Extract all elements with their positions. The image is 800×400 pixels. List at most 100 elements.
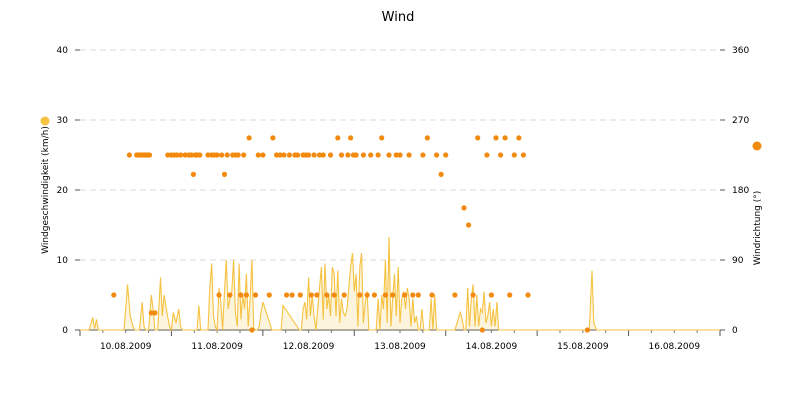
wind-direction-point: [390, 292, 396, 298]
wind-direction-point: [443, 152, 449, 158]
wind-direction-point: [516, 135, 522, 141]
wind-direction-point: [306, 152, 312, 158]
y-left-axis-title: Windgeschwindigkeit (km/h): [41, 126, 51, 254]
x-tick-label: 11.08.2009: [191, 342, 243, 352]
wind-direction-point: [255, 152, 261, 158]
wind-direction-point: [375, 152, 381, 158]
wind-direction-point: [498, 152, 504, 158]
x-tick-label: 15.08.2009: [557, 342, 609, 352]
wind-direction-point: [520, 152, 527, 158]
wind-direction-point: [205, 152, 211, 158]
x-tick-label: 14.08.2009: [466, 342, 518, 352]
axes: [75, 49, 725, 336]
wind-direction-point: [470, 292, 476, 298]
wind-direction-point: [368, 152, 374, 158]
x-tick-label: 12.08.2009: [283, 342, 335, 352]
wind-direction-point: [311, 152, 317, 158]
wind-direction-point: [484, 152, 490, 158]
wind-direction-point: [341, 292, 347, 298]
wind-direction-point: [111, 292, 117, 298]
wind-direction-point: [249, 327, 255, 333]
y-right-tick-label: 270: [732, 116, 749, 126]
wind-direction-point: [493, 135, 499, 141]
wind-direction-point: [281, 152, 287, 158]
y-right-tick-label: 180: [732, 186, 749, 196]
wind-direction-point: [452, 292, 458, 298]
wind-direction-point: [327, 152, 334, 158]
wind-direction-point: [360, 152, 366, 158]
wind-direction-point: [308, 292, 314, 298]
wind-direction-point: [270, 135, 276, 141]
wind-direction-point: [502, 135, 508, 141]
wind-direction-point: [235, 152, 241, 158]
x-tick-label: 13.08.2009: [374, 342, 426, 352]
wind-direction-point: [488, 292, 494, 298]
wind-direction-point: [393, 152, 399, 158]
wind-direction-point: [314, 292, 320, 298]
wind-direction-point: [252, 292, 259, 298]
wind-direction-point: [289, 292, 295, 298]
y-left-tick-label: 0: [62, 326, 68, 336]
wind-direction-point: [434, 152, 440, 158]
y-right-tick-label: 360: [732, 46, 749, 56]
wind-direction-point: [260, 152, 266, 158]
wind-direction-point: [320, 152, 326, 158]
wind-direction-point: [420, 152, 426, 158]
wind-direction-point: [243, 292, 249, 298]
y-right-tick-label: 0: [732, 326, 738, 336]
y-left-tick-label: 30: [57, 116, 69, 126]
wind-direction-point: [429, 292, 435, 298]
wind-direction-point: [227, 292, 233, 298]
wind-direction-point: [165, 152, 171, 158]
axis-labels: 10.08.2009 11.08.2009 12.08.2009 13.08.2009…: [40, 46, 763, 352]
wind-direction-point: [466, 222, 472, 228]
wind-direction-point: [357, 292, 363, 298]
wind-direction-point: [221, 171, 228, 177]
chart-title: Wind: [382, 10, 415, 25]
wind-direction-point: [475, 135, 481, 141]
wind-direction-point: [197, 152, 203, 158]
wind-direction-point: [238, 292, 244, 298]
wind-direction-point: [190, 171, 196, 177]
wind-direction-point: [386, 152, 392, 158]
wind-direction-point: [507, 292, 513, 298]
series-layer: [80, 135, 720, 333]
wind-direction-point: [424, 135, 430, 141]
y-right-axis-title: Windrichtung (°): [753, 191, 763, 266]
y-left-tick-label: 40: [57, 46, 69, 56]
wind-direction-point: [406, 152, 412, 158]
wind-direction-point: [174, 152, 180, 158]
wind-direction-point: [246, 135, 252, 141]
wind-direction-point: [397, 152, 403, 158]
wind-direction-point: [584, 327, 591, 333]
wind-direction-point: [241, 152, 247, 158]
wind-direction-point: [348, 135, 354, 141]
x-tick-label: 16.08.2009: [649, 342, 701, 352]
wind-direction-point: [216, 292, 222, 298]
wind-direction-point: [224, 152, 230, 158]
wind-direction-point: [188, 152, 195, 158]
wind-direction-point: [461, 205, 467, 211]
y-right-tick-label: 90: [732, 256, 744, 266]
wind-direction-point: [178, 152, 184, 158]
wind-direction-point: [438, 171, 444, 177]
wind-speed-line: [80, 236, 720, 333]
wind-direction-point: [331, 292, 337, 298]
wind-direction-point: [402, 292, 408, 298]
wind-direction-point: [324, 292, 330, 298]
wind-direction-point: [286, 152, 292, 158]
wind-direction-point: [415, 292, 421, 298]
wind-direction-point: [335, 135, 341, 141]
wind-direction-point: [182, 152, 188, 158]
wind-direction-point: [146, 152, 153, 158]
wind-direction-point: [297, 292, 303, 298]
wind-direction-point: [219, 152, 225, 158]
wind-direction-point: [525, 292, 531, 298]
x-tick-label: 10.08.2009: [100, 342, 152, 352]
wind-direction-point: [274, 152, 280, 158]
wind-direction-point: [511, 152, 517, 158]
grid-lines: [80, 49, 720, 261]
wind-direction-point: [379, 135, 385, 141]
